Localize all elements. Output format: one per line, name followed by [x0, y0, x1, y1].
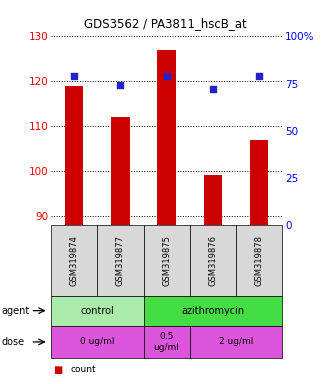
Text: GSM319876: GSM319876 — [208, 235, 217, 286]
Text: control: control — [81, 306, 114, 316]
Text: 2 ug/ml: 2 ug/ml — [219, 338, 253, 346]
Bar — [204, 175, 222, 225]
Point — [210, 86, 215, 92]
Bar — [111, 117, 130, 225]
Text: 0.5
ug/ml: 0.5 ug/ml — [154, 332, 180, 352]
Point — [118, 82, 123, 88]
Text: dose: dose — [2, 337, 25, 347]
Bar — [65, 86, 83, 225]
Point — [256, 73, 262, 79]
Text: azithromycin: azithromycin — [181, 306, 245, 316]
Bar — [157, 50, 176, 225]
Text: GSM319874: GSM319874 — [70, 235, 79, 286]
Text: GSM319878: GSM319878 — [254, 235, 264, 286]
Point — [164, 73, 169, 79]
Text: agent: agent — [2, 306, 30, 316]
Text: count: count — [71, 365, 97, 374]
Text: GDS3562 / PA3811_hscB_at: GDS3562 / PA3811_hscB_at — [83, 17, 247, 30]
Point — [72, 73, 77, 79]
Text: GSM319877: GSM319877 — [116, 235, 125, 286]
Bar — [250, 139, 268, 225]
Text: ■: ■ — [53, 365, 62, 375]
Text: GSM319875: GSM319875 — [162, 235, 171, 286]
Text: 0 ug/ml: 0 ug/ml — [80, 338, 115, 346]
